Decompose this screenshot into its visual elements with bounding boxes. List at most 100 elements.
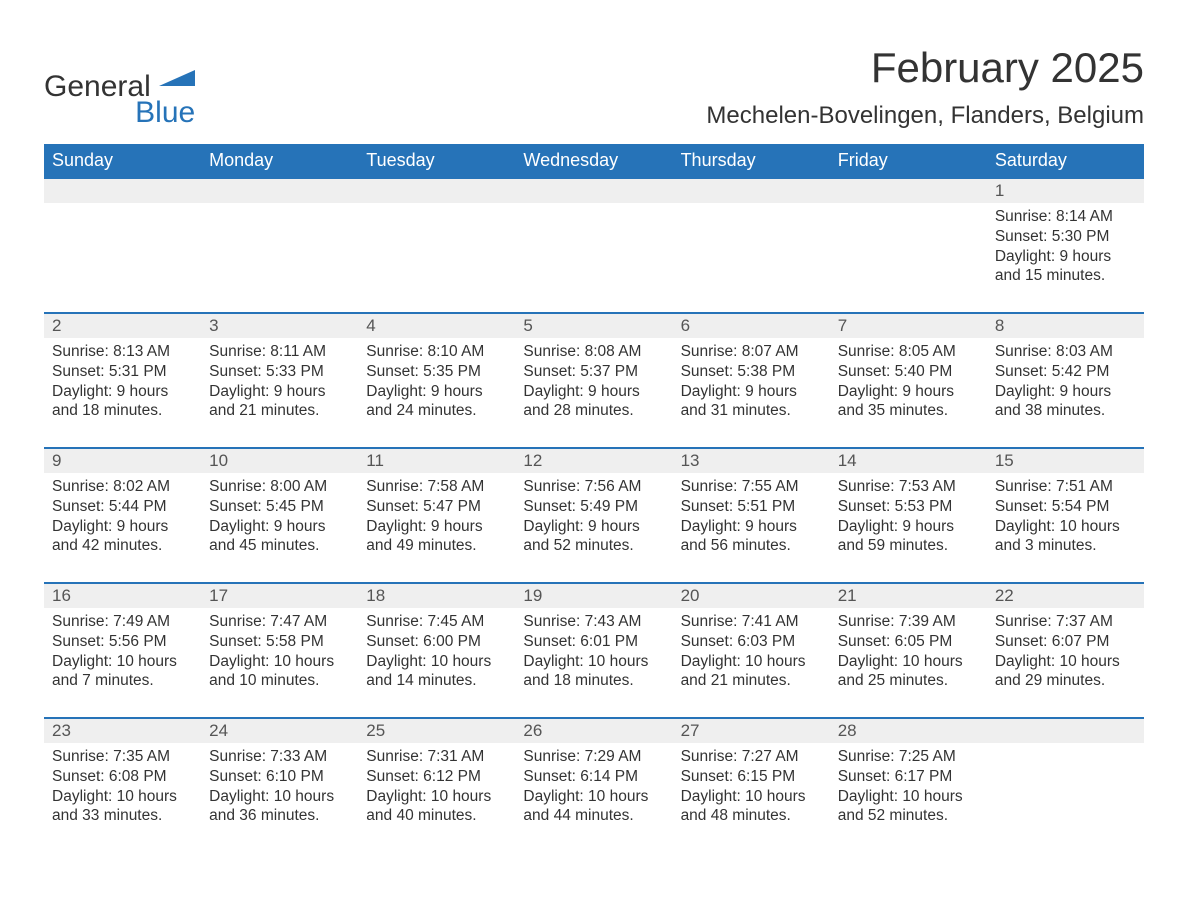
day-number-cell — [515, 178, 672, 203]
daylight1-text: Daylight: 10 hours — [681, 652, 822, 672]
daylight2-text: and 45 minutes. — [209, 536, 350, 556]
sunrise-text: Sunrise: 7:27 AM — [681, 747, 822, 767]
content-row: Sunrise: 8:02 AMSunset: 5:44 PMDaylight:… — [44, 473, 1144, 583]
daylight1-text: Daylight: 10 hours — [838, 787, 979, 807]
sunrise-text: Sunrise: 8:11 AM — [209, 342, 350, 362]
day-content-cell — [201, 203, 358, 313]
day-content-cell — [515, 203, 672, 313]
day-number-cell: 24 — [201, 718, 358, 743]
day-content-cell — [987, 743, 1144, 853]
weekday-header: Thursday — [673, 144, 830, 178]
daylight1-text: Daylight: 9 hours — [52, 382, 193, 402]
sunrise-text: Sunrise: 7:45 AM — [366, 612, 507, 632]
day-number-cell: 17 — [201, 583, 358, 608]
day-number-cell: 27 — [673, 718, 830, 743]
content-row: Sunrise: 8:14 AMSunset: 5:30 PMDaylight:… — [44, 203, 1144, 313]
weekday-header: Saturday — [987, 144, 1144, 178]
day-content-cell: Sunrise: 7:27 AMSunset: 6:15 PMDaylight:… — [673, 743, 830, 853]
sunset-text: Sunset: 6:17 PM — [838, 767, 979, 787]
day-number: 28 — [838, 721, 857, 740]
daylight2-text: and 28 minutes. — [523, 401, 664, 421]
day-number-cell: 6 — [673, 313, 830, 338]
day-number: 1 — [995, 181, 1004, 200]
day-content-cell: Sunrise: 8:00 AMSunset: 5:45 PMDaylight:… — [201, 473, 358, 583]
sunset-text: Sunset: 5:45 PM — [209, 497, 350, 517]
sunrise-text: Sunrise: 8:08 AM — [523, 342, 664, 362]
day-number-cell: 25 — [358, 718, 515, 743]
daylight2-text: and 21 minutes. — [209, 401, 350, 421]
sunrise-text: Sunrise: 7:25 AM — [838, 747, 979, 767]
daylight2-text: and 40 minutes. — [366, 806, 507, 826]
daylight2-text: and 18 minutes. — [52, 401, 193, 421]
day-content-cell: Sunrise: 8:07 AMSunset: 5:38 PMDaylight:… — [673, 338, 830, 448]
daylight1-text: Daylight: 10 hours — [523, 652, 664, 672]
sunset-text: Sunset: 5:35 PM — [366, 362, 507, 382]
daylight1-text: Daylight: 10 hours — [209, 652, 350, 672]
day-number-cell: 1 — [987, 178, 1144, 203]
day-number-cell: 11 — [358, 448, 515, 473]
sunrise-text: Sunrise: 8:14 AM — [995, 207, 1136, 227]
sunset-text: Sunset: 6:07 PM — [995, 632, 1136, 652]
day-number: 23 — [52, 721, 71, 740]
day-content-cell: Sunrise: 7:53 AMSunset: 5:53 PMDaylight:… — [830, 473, 987, 583]
day-number: 12 — [523, 451, 542, 470]
sunset-text: Sunset: 6:05 PM — [838, 632, 979, 652]
day-content-cell: Sunrise: 8:11 AMSunset: 5:33 PMDaylight:… — [201, 338, 358, 448]
sunrise-text: Sunrise: 7:35 AM — [52, 747, 193, 767]
day-number-cell — [830, 178, 987, 203]
sunset-text: Sunset: 5:49 PM — [523, 497, 664, 517]
sunset-text: Sunset: 5:56 PM — [52, 632, 193, 652]
sunset-text: Sunset: 5:31 PM — [52, 362, 193, 382]
sunset-text: Sunset: 6:10 PM — [209, 767, 350, 787]
daynum-row: 9101112131415 — [44, 448, 1144, 473]
sunset-text: Sunset: 6:15 PM — [681, 767, 822, 787]
day-content-cell: Sunrise: 7:35 AMSunset: 6:08 PMDaylight:… — [44, 743, 201, 853]
day-number-cell: 15 — [987, 448, 1144, 473]
sunset-text: Sunset: 5:42 PM — [995, 362, 1136, 382]
day-number-cell: 22 — [987, 583, 1144, 608]
logo-triangle-icon — [159, 66, 195, 86]
day-content-cell: Sunrise: 8:03 AMSunset: 5:42 PMDaylight:… — [987, 338, 1144, 448]
day-content-cell — [830, 203, 987, 313]
daylight2-text: and 18 minutes. — [523, 671, 664, 691]
daylight2-text: and 14 minutes. — [366, 671, 507, 691]
sunrise-text: Sunrise: 7:29 AM — [523, 747, 664, 767]
sunrise-text: Sunrise: 8:05 AM — [838, 342, 979, 362]
daylight2-text: and 48 minutes. — [681, 806, 822, 826]
day-number-cell: 4 — [358, 313, 515, 338]
sunset-text: Sunset: 5:53 PM — [838, 497, 979, 517]
day-number-cell: 2 — [44, 313, 201, 338]
daylight1-text: Daylight: 9 hours — [52, 517, 193, 537]
day-content-cell: Sunrise: 8:14 AMSunset: 5:30 PMDaylight:… — [987, 203, 1144, 313]
daylight2-text: and 24 minutes. — [366, 401, 507, 421]
daylight2-text: and 49 minutes. — [366, 536, 507, 556]
daylight1-text: Daylight: 9 hours — [209, 382, 350, 402]
content-row: Sunrise: 7:49 AMSunset: 5:56 PM Daylight:… — [44, 608, 1144, 718]
calendar-body: 1 Sunrise: 8:14 AMSunset: 5:30 PMDaylight… — [44, 178, 1144, 853]
sunrise-text: Sunrise: 8:13 AM — [52, 342, 193, 362]
day-content-cell: Sunrise: 7:25 AMSunset: 6:17 PMDaylight:… — [830, 743, 987, 853]
day-number-cell: 8 — [987, 313, 1144, 338]
day-content-cell: Sunrise: 7:43 AMSunset: 6:01 PMDaylight:… — [515, 608, 672, 718]
day-number-cell: 12 — [515, 448, 672, 473]
day-number: 20 — [681, 586, 700, 605]
daylight1-text: Daylight: 10 hours — [995, 517, 1136, 537]
daylight1-text: Daylight: 9 hours — [523, 382, 664, 402]
daylight1-text: Daylight: 9 hours — [523, 517, 664, 537]
daylight2-text: and 44 minutes. — [523, 806, 664, 826]
daylight2-text: and 52 minutes. — [838, 806, 979, 826]
sunrise-text: Sunrise: 8:10 AM — [366, 342, 507, 362]
day-number: 7 — [838, 316, 847, 335]
day-number: 15 — [995, 451, 1014, 470]
sunrise-text: Sunrise: 7:39 AM — [838, 612, 979, 632]
daynum-row: 16171819202122 — [44, 583, 1144, 608]
day-content-cell: Sunrise: 8:08 AMSunset: 5:37 PMDaylight:… — [515, 338, 672, 448]
sunrise-text: Sunrise: 7:49 AM — [52, 612, 193, 632]
day-content-cell: Sunrise: 7:55 AMSunset: 5:51 PMDaylight:… — [673, 473, 830, 583]
daylight2-text: and 38 minutes. — [995, 401, 1136, 421]
daylight1-text: Daylight: 9 hours — [681, 517, 822, 537]
sunset-text: Sunset: 5:38 PM — [681, 362, 822, 382]
sunset-text: Sunset: 6:08 PM — [52, 767, 193, 787]
day-number-cell: 14 — [830, 448, 987, 473]
sunset-text: Sunset: 5:37 PM — [523, 362, 664, 382]
